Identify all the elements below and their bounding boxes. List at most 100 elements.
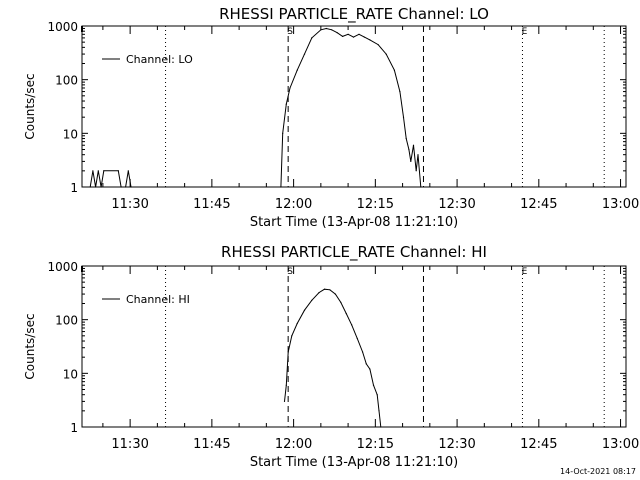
data-point: [380, 426, 382, 428]
data-point: [372, 384, 375, 386]
data-point: [399, 91, 401, 93]
x-tick-label: 12:00: [275, 437, 312, 452]
data-point: [95, 186, 97, 188]
data-point: [325, 27, 327, 30]
x-tick-label: 11:30: [111, 437, 148, 452]
data-point: [342, 35, 344, 38]
data-point: [323, 288, 326, 290]
data-point: [369, 368, 371, 370]
data-point: [351, 324, 353, 326]
plot-frame: [81, 25, 627, 188]
data-point: [363, 36, 365, 38]
data-point: [329, 289, 331, 291]
data-point: [417, 154, 419, 156]
y-tick-label: 1: [70, 421, 78, 435]
data-point: [311, 37, 313, 39]
data-point: [408, 148, 410, 151]
data-point: [334, 293, 336, 295]
data-point: [289, 87, 291, 89]
data-point: [352, 36, 355, 38]
data-point: [385, 53, 387, 55]
data-point: [130, 186, 132, 188]
panel-channel-hi: RHESSI PARTICLE_RATE Channel: HI Start Ti…: [23, 243, 639, 470]
legend-label: Channel: HI: [126, 293, 190, 306]
x-axis-label: Start Time (13-Apr-08 11:21:10): [250, 455, 458, 470]
data-point: [285, 103, 287, 105]
data-point: [127, 170, 129, 172]
data-point: [291, 335, 293, 337]
legend-label: Channel: LO: [126, 53, 193, 66]
series-line: [89, 27, 422, 188]
y-axis-label: Counts/sec: [23, 73, 37, 139]
chart-title: RHESSI PARTICLE_RATE Channel: LO: [219, 5, 489, 24]
x-tick-label: 11:45: [193, 197, 230, 212]
x-tick-label: 12:15: [357, 437, 394, 452]
data-point: [405, 137, 407, 140]
data-point: [89, 186, 91, 188]
data-point: [287, 351, 289, 353]
data-point: [356, 337, 358, 339]
data-point: [100, 186, 102, 188]
data-point: [303, 53, 306, 55]
data-point: [402, 116, 405, 118]
marker-label: S: [287, 27, 293, 37]
footer-timestamp: 14-Oct-2021 08:17: [560, 467, 636, 476]
data-point: [336, 32, 338, 34]
x-tick-label: 12:30: [438, 197, 475, 212]
marker-label: E: [522, 267, 528, 277]
y-tick-label: 10: [63, 127, 78, 141]
data-point: [311, 299, 313, 301]
y-tick-label: 1000: [47, 260, 78, 274]
data-point: [92, 170, 94, 172]
x-tick-label: 13:00: [602, 437, 639, 452]
x-tick-label: 12:45: [520, 197, 557, 212]
data-point: [303, 309, 306, 311]
data-point: [125, 186, 127, 188]
data-point: [369, 39, 371, 41]
chart-title: RHESSI PARTICLE_RATE Channel: HI: [221, 243, 487, 262]
data-point: [296, 69, 298, 71]
y-tick-label: 1: [70, 181, 78, 195]
data-point: [331, 29, 333, 31]
data-point: [320, 29, 322, 31]
y-tick-label: 100: [55, 74, 78, 88]
x-axis-label: Start Time (13-Apr-08 11:21:10): [250, 215, 458, 230]
data-point: [103, 170, 105, 172]
data-point: [412, 144, 415, 146]
marker-label: E: [522, 27, 528, 37]
data-point: [345, 313, 347, 315]
x-tick-label: 12:45: [520, 437, 557, 452]
data-point: [283, 400, 286, 402]
data-point: [393, 69, 395, 71]
marker-label: S: [287, 267, 293, 277]
y-tick-label: 1000: [47, 20, 78, 34]
plot-frame: [81, 265, 627, 428]
data-point: [285, 384, 287, 386]
panel-channel-lo: RHESSI PARTICLE_RATE Channel: LO Start Ti…: [23, 5, 639, 230]
data-point: [378, 410, 380, 412]
data-point: [280, 186, 282, 188]
data-point: [365, 363, 367, 365]
data-point: [117, 170, 119, 172]
series-line: [284, 288, 382, 428]
data-point: [97, 170, 99, 172]
y-tick-label: 10: [63, 367, 78, 381]
y-axis-label: Counts/sec: [23, 313, 37, 379]
data-point: [410, 160, 412, 162]
data-point: [377, 44, 379, 46]
x-tick-label: 11:45: [193, 437, 230, 452]
x-tick-label: 11:30: [111, 197, 148, 212]
y-tick-label: 100: [55, 314, 78, 328]
data-point: [358, 33, 360, 35]
data-point: [120, 186, 122, 188]
x-tick-label: 12:15: [357, 197, 394, 212]
x-tick-label: 12:00: [275, 197, 312, 212]
x-tick-label: 13:00: [602, 197, 639, 212]
data-point: [362, 351, 364, 353]
data-point: [282, 132, 284, 134]
data-point: [340, 301, 342, 303]
data-point: [376, 394, 378, 396]
x-tick-label: 12:30: [438, 437, 475, 452]
data-point: [415, 170, 417, 172]
